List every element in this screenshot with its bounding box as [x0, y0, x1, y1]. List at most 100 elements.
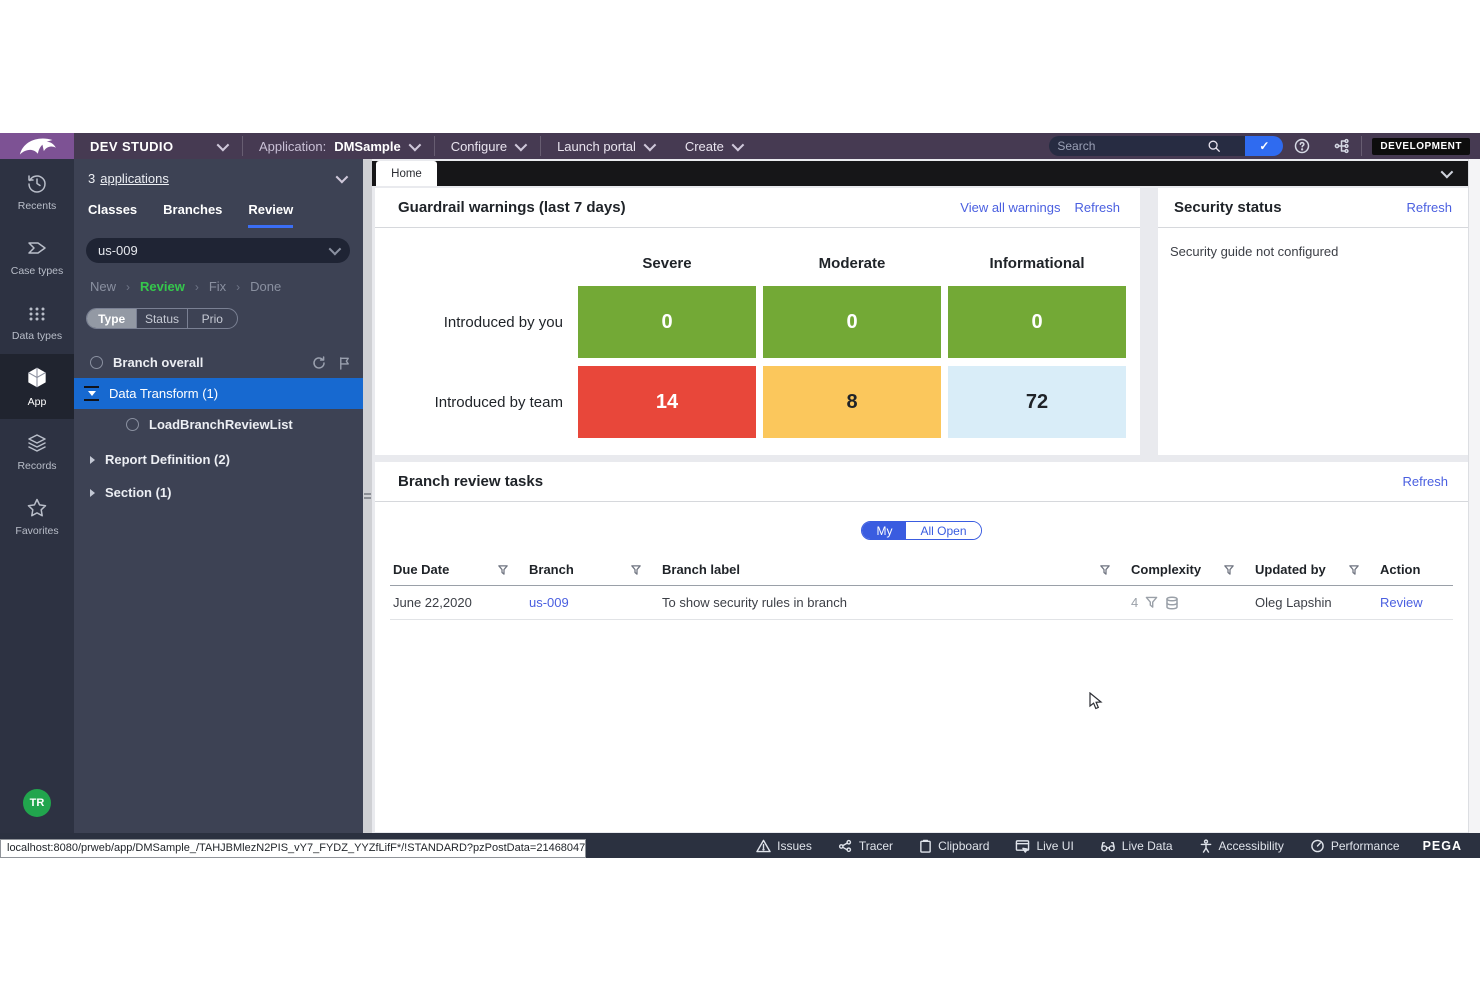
- tree-item-section[interactable]: Section (1): [74, 477, 363, 508]
- filter-icon[interactable]: [498, 564, 508, 575]
- create-menu[interactable]: Create: [669, 133, 757, 159]
- rail-item-case-types[interactable]: Case types: [0, 224, 74, 289]
- radio-icon[interactable]: [126, 418, 139, 431]
- clipboard-button[interactable]: Clipboard: [906, 839, 1002, 853]
- rail-item-data-types[interactable]: Data types: [0, 289, 74, 354]
- panel-scrollbar[interactable]: [363, 159, 372, 833]
- col-branch-label[interactable]: Branch label: [662, 562, 741, 577]
- rail-label: App: [27, 396, 47, 408]
- row-label-introduced-by-team: Introduced by team: [434, 393, 563, 411]
- accessibility-button[interactable]: Accessibility: [1186, 839, 1297, 853]
- cell-team-severe[interactable]: 14: [578, 366, 756, 438]
- rail-label: Data types: [11, 330, 63, 342]
- live-data-glasses-icon: [1100, 841, 1115, 851]
- applications-count: 3: [88, 171, 96, 186]
- cell-team-informational[interactable]: 72: [948, 366, 1126, 438]
- cell-you-moderate[interactable]: 0: [763, 286, 941, 358]
- flow-step-new[interactable]: New: [90, 279, 117, 294]
- issues-button[interactable]: Issues: [743, 839, 825, 853]
- guardrail-title: Guardrail warnings (last 7 days): [398, 199, 626, 216]
- chevron-down-icon: [408, 138, 421, 151]
- flow-step-fix[interactable]: Fix: [208, 279, 227, 294]
- expand-toggle-icon[interactable]: [90, 455, 95, 464]
- filter-icon[interactable]: [1224, 564, 1234, 575]
- tracer-button[interactable]: Tracer: [825, 839, 906, 853]
- search-submit-button[interactable]: ✓: [1245, 136, 1284, 156]
- tab-review[interactable]: Review: [248, 202, 294, 228]
- app-cube-icon: [28, 367, 46, 388]
- pega-logo[interactable]: [0, 133, 74, 159]
- tree-item-branch-overall[interactable]: Branch overall: [74, 347, 363, 378]
- toggle-my[interactable]: My: [862, 522, 907, 539]
- review-action-link[interactable]: Review: [1380, 595, 1423, 610]
- expand-toggle-icon[interactable]: [90, 488, 95, 497]
- segment-prio[interactable]: Prio: [186, 309, 237, 328]
- column-severe: Severe: [642, 255, 692, 272]
- main-scrollbar[interactable]: [1468, 159, 1480, 833]
- radio-icon[interactable]: [90, 356, 103, 369]
- tab-home[interactable]: Home: [376, 161, 437, 186]
- rail-item-favorites[interactable]: Favorites: [0, 484, 74, 549]
- flow-step-done[interactable]: Done: [250, 279, 282, 294]
- tab-overflow-chevron-icon[interactable]: [1440, 165, 1454, 179]
- live-data-button[interactable]: Live Data: [1087, 839, 1186, 853]
- rail-item-app[interactable]: App: [0, 354, 74, 419]
- hierarchy-icon[interactable]: [1329, 138, 1355, 154]
- security-refresh-link[interactable]: Refresh: [1406, 200, 1452, 215]
- col-branch[interactable]: Branch: [529, 562, 574, 577]
- filter-icon[interactable]: [631, 564, 641, 575]
- live-ui-button[interactable]: Live UI: [1002, 839, 1086, 853]
- tree-item-data-transform[interactable]: Data Transform (1): [74, 378, 363, 409]
- col-updated-by[interactable]: Updated by: [1255, 562, 1326, 577]
- guardrail-refresh-link[interactable]: Refresh: [1074, 200, 1120, 215]
- cell-team-moderate[interactable]: 8: [763, 366, 941, 438]
- scrollbar-grip[interactable]: [364, 489, 371, 503]
- col-due-date[interactable]: Due Date: [393, 562, 450, 577]
- performance-label: Performance: [1330, 838, 1400, 853]
- applications-selector[interactable]: 3 applications: [74, 159, 363, 190]
- user-avatar[interactable]: TR: [23, 789, 51, 817]
- launch-portal-menu[interactable]: Launch portal: [541, 133, 669, 159]
- table-row: June 22,2020 us-009 To show security rul…: [390, 585, 1453, 620]
- help-icon[interactable]: [1289, 138, 1315, 154]
- segment-type[interactable]: Type: [87, 309, 137, 328]
- clipboard-icon: [920, 839, 931, 853]
- refresh-icon[interactable]: [312, 355, 326, 370]
- search-icon[interactable]: [1207, 139, 1221, 153]
- tasks-refresh-link[interactable]: Refresh: [1402, 474, 1448, 489]
- complexity-funnel-icon[interactable]: [1145, 596, 1158, 609]
- search-input[interactable]: [1057, 139, 1208, 153]
- application-menu[interactable]: Application: DMSample: [243, 133, 434, 159]
- tab-classes[interactable]: Classes: [88, 202, 138, 217]
- performance-button[interactable]: Performance: [1297, 839, 1413, 853]
- flag-icon[interactable]: [338, 356, 351, 370]
- toggle-all-open[interactable]: All Open: [906, 522, 981, 539]
- flow-step-review[interactable]: Review: [140, 279, 185, 294]
- rail-item-records[interactable]: Records: [0, 419, 74, 484]
- branch-select[interactable]: us-009: [86, 238, 350, 263]
- rail-item-recents[interactable]: Recents: [0, 159, 74, 224]
- configure-menu[interactable]: Configure: [435, 133, 540, 159]
- tree-item-report-definition[interactable]: Report Definition (2): [74, 444, 363, 475]
- cell-you-severe[interactable]: 0: [578, 286, 756, 358]
- tree-item-loadbranchreviewlist[interactable]: LoadBranchReviewList: [74, 409, 363, 440]
- cell-branch-label: To show security rules in branch: [659, 585, 1128, 620]
- filter-icon[interactable]: [1349, 564, 1359, 575]
- warning-icon: [756, 839, 771, 852]
- col-complexity[interactable]: Complexity: [1131, 562, 1202, 577]
- chevron-right-icon: ›: [126, 279, 131, 294]
- branch-link[interactable]: us-009: [529, 595, 569, 610]
- product-menu[interactable]: DEV STUDIO: [74, 133, 242, 159]
- branch-review-tasks-card: Branch review tasks Refresh My All Open: [375, 462, 1468, 832]
- my-allopen-toggle: My All Open: [861, 521, 982, 540]
- database-icon[interactable]: [1165, 595, 1179, 610]
- view-all-warnings-link[interactable]: View all warnings: [960, 200, 1061, 215]
- cell-you-informational[interactable]: 0: [948, 286, 1126, 358]
- chevron-down-icon: [643, 138, 657, 151]
- tracer-label: Tracer: [858, 838, 894, 853]
- collapse-toggle-icon[interactable]: [84, 386, 99, 401]
- segment-status[interactable]: Status: [136, 309, 186, 328]
- tab-branches[interactable]: Branches: [163, 202, 223, 217]
- filter-icon[interactable]: [1100, 564, 1110, 575]
- applications-link[interactable]: applications: [100, 171, 169, 186]
